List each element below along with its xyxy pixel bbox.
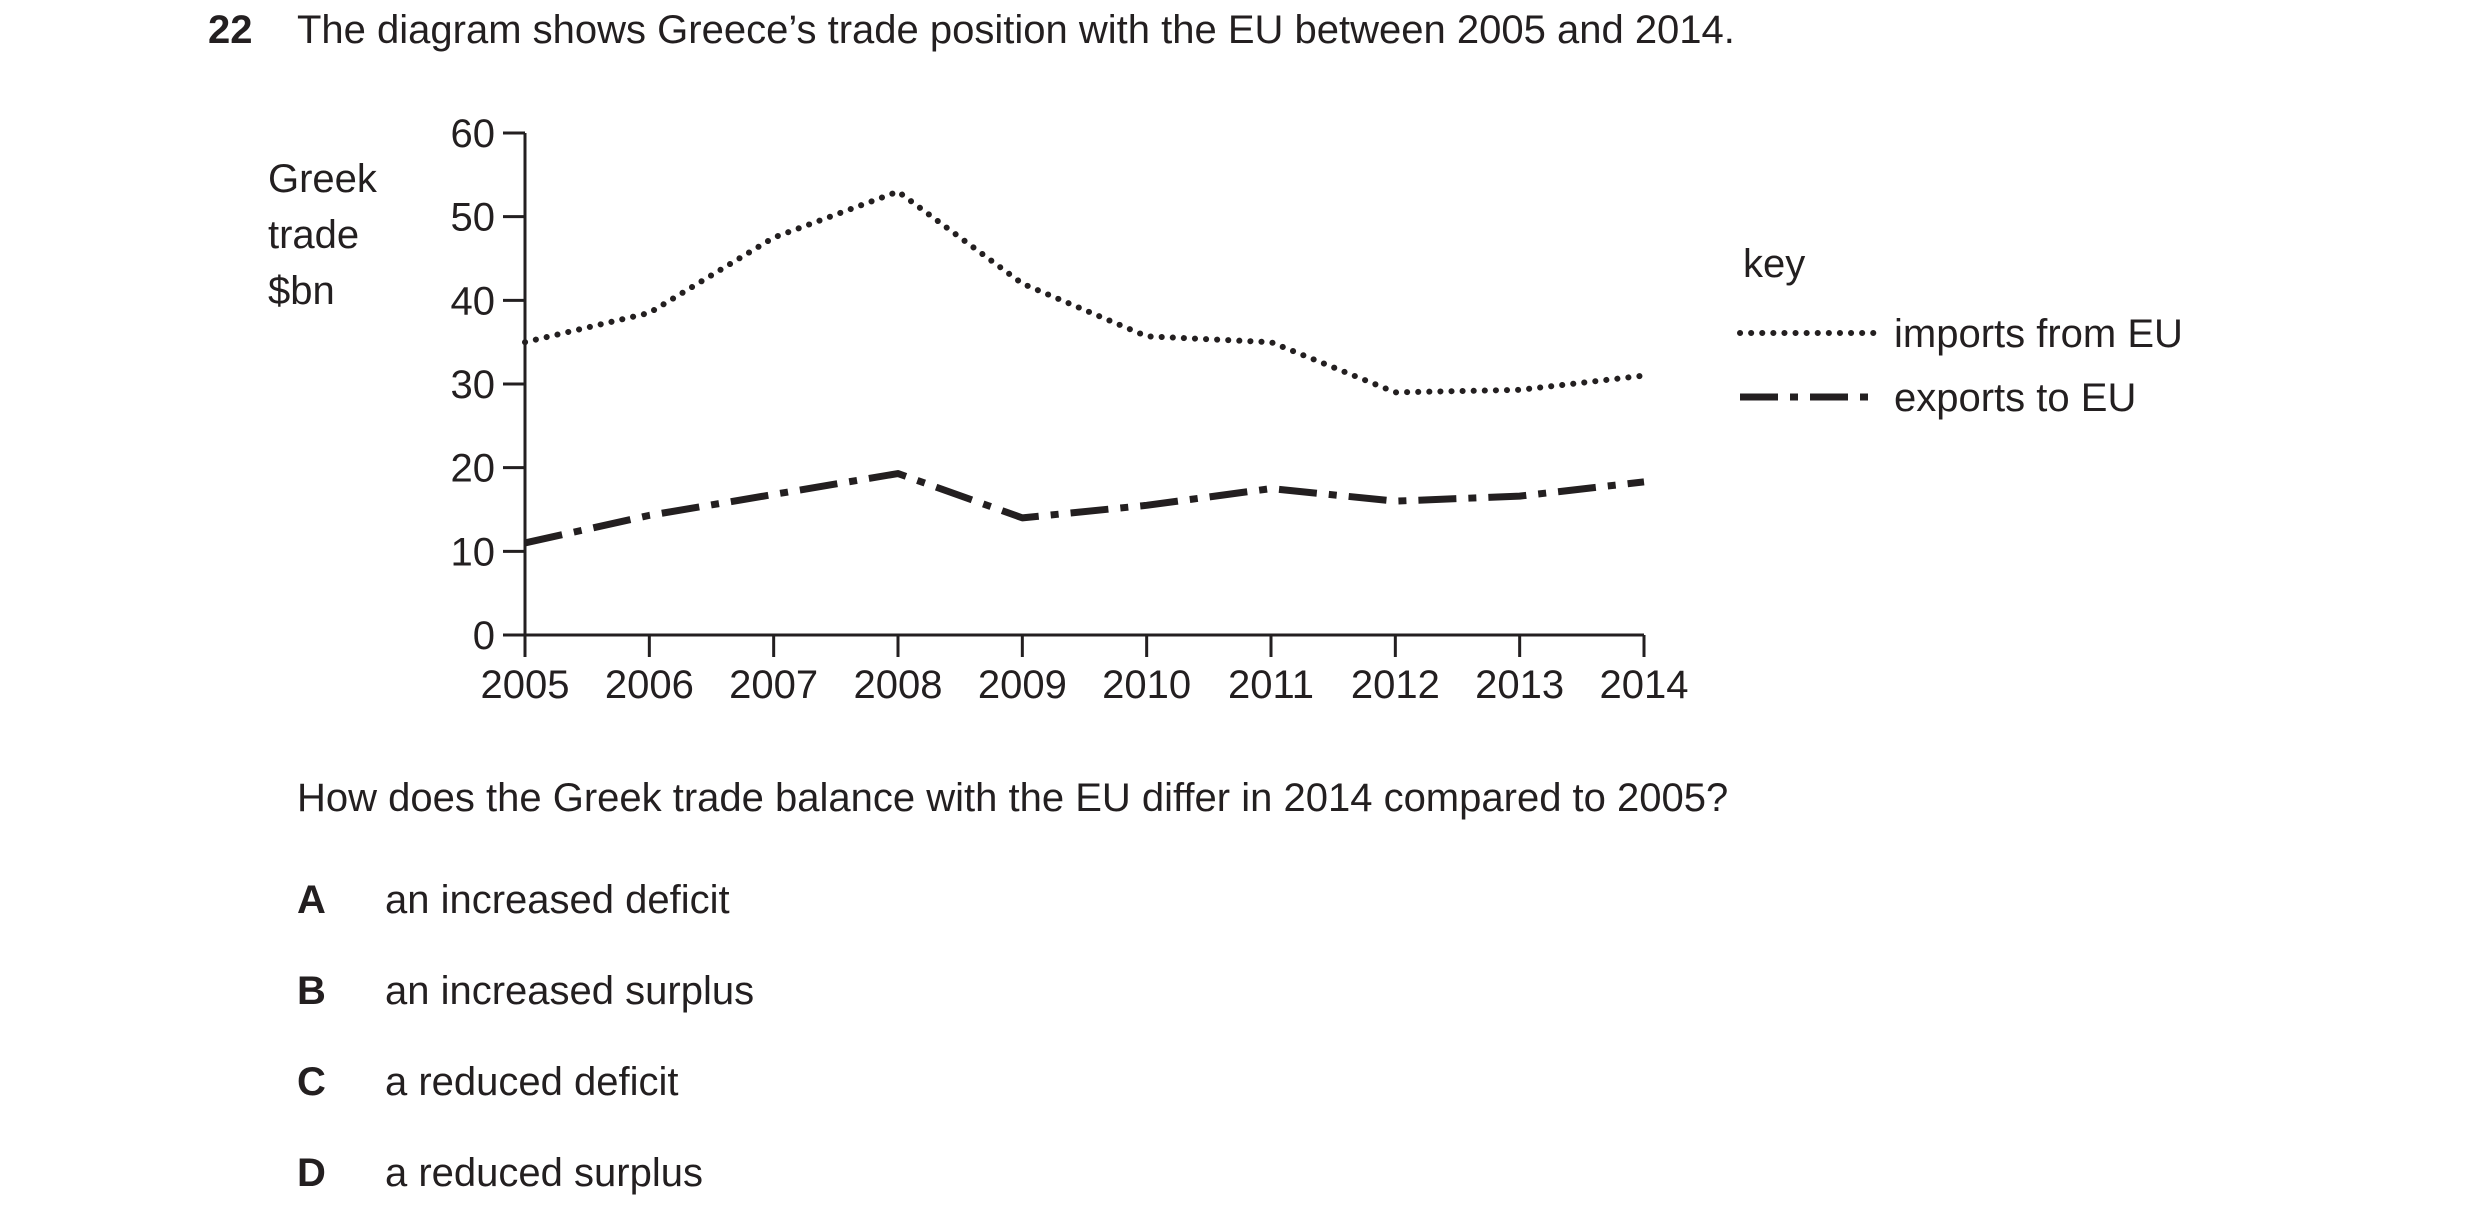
series-exports-line: [524, 470, 1645, 547]
x-tick-label: 2009: [978, 663, 1067, 707]
x-tick-label: 2006: [605, 663, 694, 707]
x-tick-label: 2012: [1351, 663, 1440, 707]
chart-axes: [523, 133, 1644, 637]
series-imports-line: [522, 188, 1647, 396]
y-tick-label: 50: [451, 196, 496, 240]
y-tick-label: 60: [451, 112, 496, 156]
option-text: a reduced surplus: [385, 1151, 703, 1195]
option-letter: C: [297, 1060, 326, 1104]
y-tick-label: 10: [451, 530, 496, 574]
x-tick-label: 2014: [1600, 663, 1689, 707]
x-tick-label: 2007: [729, 663, 818, 707]
chart-series: [522, 188, 1647, 547]
y-axis-label-line: $bn: [268, 269, 335, 313]
x-tick-label: 2005: [481, 663, 570, 707]
option-text: an increased surplus: [385, 969, 755, 1013]
y-tick-label: 20: [451, 447, 496, 491]
legend-label: imports from EU: [1894, 312, 2183, 356]
option-text: an increased deficit: [385, 878, 730, 922]
y-axis-ticks: 0 10 20 30 40 50 60: [451, 112, 525, 658]
y-tick-label: 0: [473, 614, 495, 658]
trade-line-chart: Greek trade $bn 0 10 20 30 40 50 60 2005 2006 2007…: [268, 112, 2183, 707]
y-tick-label: 40: [451, 279, 496, 323]
question-intro: The diagram shows Greece’s trade positio…: [297, 8, 1735, 52]
x-tick-label: 2013: [1475, 663, 1564, 707]
y-axis-label-line: Greek: [268, 157, 378, 201]
chart-legend: key imports from EU exports to EU: [1737, 242, 2183, 420]
option-text: a reduced deficit: [385, 1060, 679, 1104]
question-prompt: How does the Greek trade balance with th…: [297, 776, 1729, 820]
x-tick-label: 2008: [854, 663, 943, 707]
y-axis-label: Greek trade $bn: [268, 157, 378, 313]
option-letter: D: [297, 1151, 326, 1195]
question-number: 22: [208, 8, 253, 52]
option-letter: A: [297, 878, 326, 922]
y-axis-label-line: trade: [268, 213, 359, 257]
y-tick-label: 30: [451, 363, 496, 407]
x-axis-ticks: 2005 2006 2007 2008 2009 2010 2011 2012 2013 2014: [481, 635, 1689, 707]
option-letter: B: [297, 969, 326, 1013]
legend-title: key: [1743, 242, 1805, 286]
x-tick-label: 2010: [1102, 663, 1191, 707]
legend-label: exports to EU: [1894, 376, 2136, 420]
x-tick-label: 2011: [1228, 663, 1314, 707]
